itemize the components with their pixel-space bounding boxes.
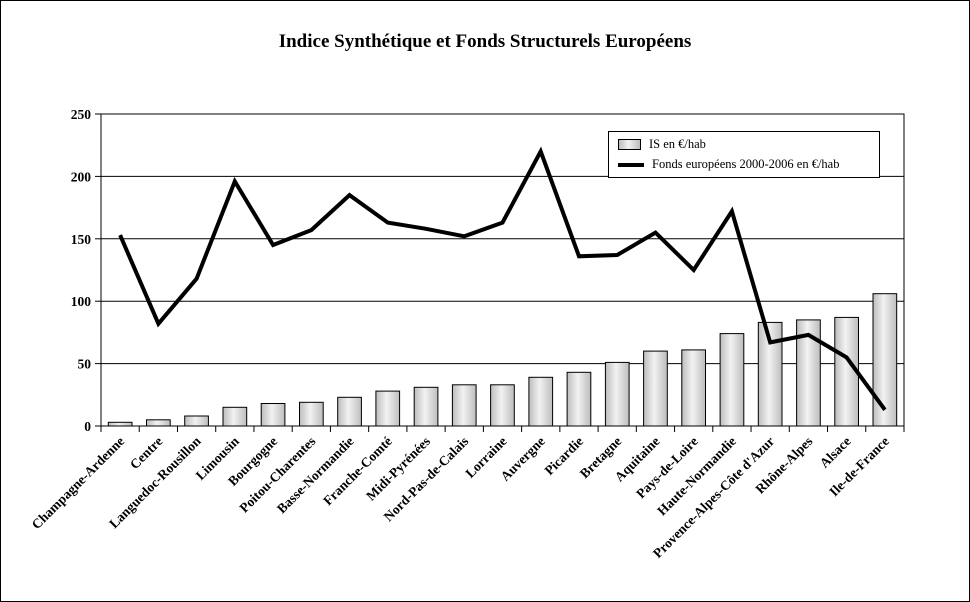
y-axis-label: 150 bbox=[71, 232, 92, 247]
bar bbox=[337, 396, 362, 427]
bar bbox=[375, 390, 401, 427]
bar bbox=[796, 319, 821, 427]
bar bbox=[413, 386, 439, 427]
line-series bbox=[118, 146, 887, 411]
bar bbox=[681, 349, 706, 427]
y-axis-label: 50 bbox=[78, 357, 92, 372]
bar bbox=[719, 333, 745, 427]
y-axis-label: 200 bbox=[71, 169, 92, 184]
legend-label-fonds: Fonds européens 2000-2006 en €/hab bbox=[652, 157, 840, 171]
bar bbox=[757, 321, 783, 427]
bar bbox=[566, 371, 592, 427]
legend-label-is: IS en €/hab bbox=[649, 137, 706, 151]
bar bbox=[451, 384, 477, 427]
bar bbox=[299, 401, 324, 427]
bar bbox=[184, 415, 209, 427]
bar bbox=[872, 293, 898, 427]
x-axis-label: Alsace bbox=[817, 434, 854, 471]
bar-swatch-icon bbox=[618, 139, 641, 150]
bar bbox=[260, 403, 286, 427]
bar bbox=[146, 419, 171, 427]
legend-item-fonds: Fonds européens 2000-2006 en €/hab bbox=[618, 157, 870, 172]
y-axis-label: 250 bbox=[71, 107, 92, 122]
y-axis-label: 100 bbox=[71, 294, 92, 309]
legend-item-is: IS en €/hab bbox=[618, 137, 870, 152]
bar bbox=[107, 421, 133, 427]
x-axis-label: Franche-Comté bbox=[320, 434, 395, 509]
chart-title: Indice Synthétique et Fonds Structurels … bbox=[278, 31, 692, 52]
line-swatch-icon bbox=[618, 162, 644, 167]
bar bbox=[528, 376, 554, 427]
bar bbox=[604, 361, 630, 427]
legend: IS en €/hab Fonds européens 2000-2006 en… bbox=[608, 131, 880, 178]
bar bbox=[222, 406, 248, 427]
bar bbox=[490, 384, 515, 427]
bar bbox=[643, 350, 668, 427]
y-axis-label: 0 bbox=[84, 419, 91, 434]
